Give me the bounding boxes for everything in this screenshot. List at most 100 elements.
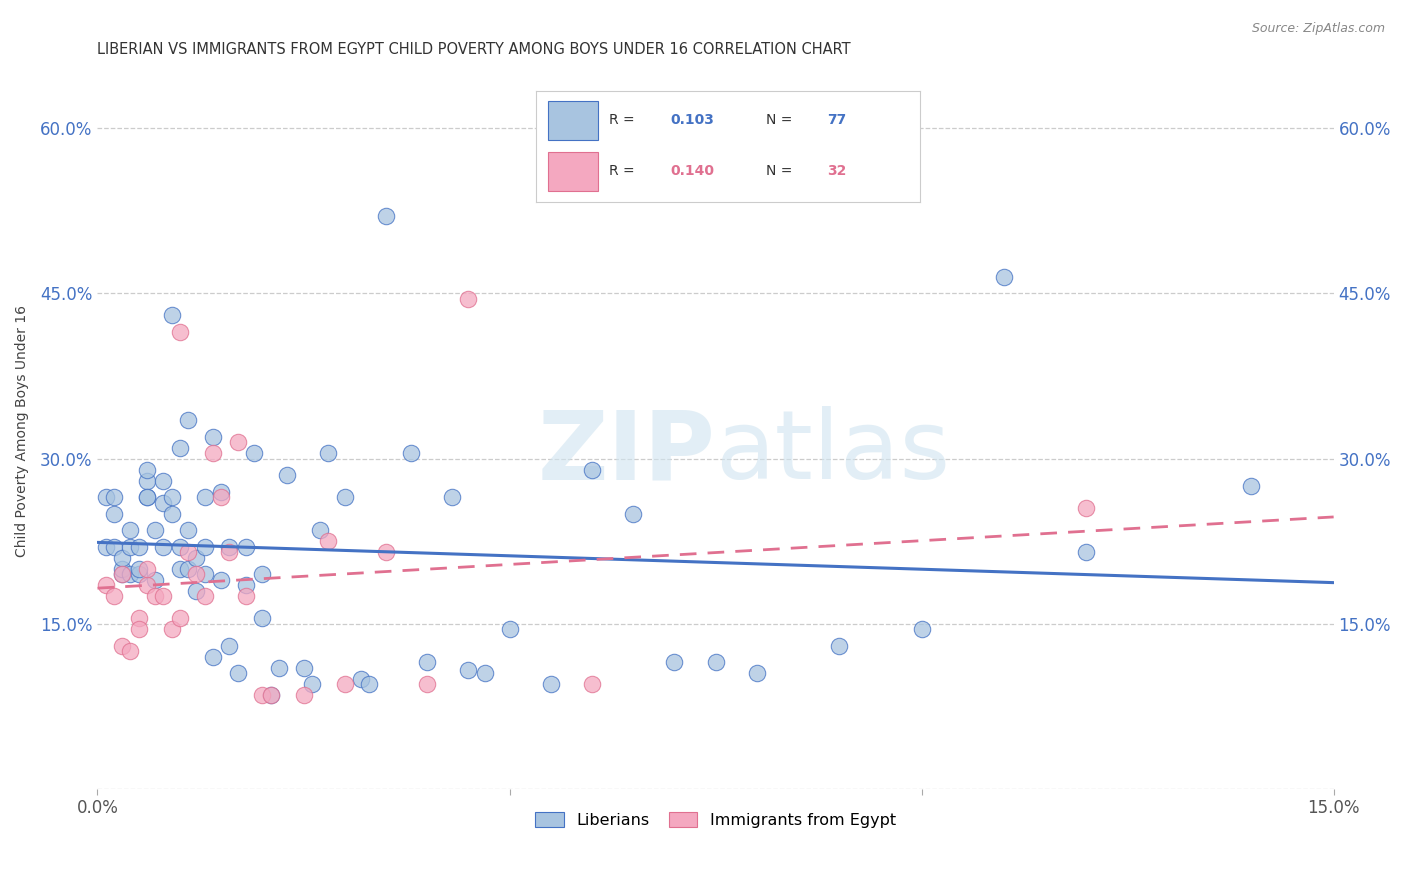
Point: [259, 688, 281, 702]
Point: [350, 672, 373, 686]
Point: [103, 507, 125, 521]
Point: [120, 523, 142, 537]
Point: [664, 655, 686, 669]
Point: [359, 677, 381, 691]
Point: [1076, 501, 1098, 516]
Point: [128, 562, 150, 576]
Point: [243, 446, 266, 460]
Point: [186, 567, 208, 582]
Point: [120, 540, 142, 554]
Point: [828, 639, 851, 653]
Point: [94, 540, 117, 554]
Point: [186, 550, 208, 565]
Point: [209, 573, 232, 587]
Point: [704, 655, 727, 669]
Text: atlas: atlas: [716, 406, 950, 499]
Point: [292, 661, 315, 675]
Point: [235, 589, 257, 603]
Point: [209, 490, 232, 504]
Point: [103, 589, 125, 603]
Point: [457, 292, 479, 306]
Point: [135, 562, 157, 576]
Point: [111, 639, 134, 653]
Y-axis label: Child Poverty Among Boys Under 16: Child Poverty Among Boys Under 16: [15, 305, 30, 557]
Point: [1076, 545, 1098, 559]
Point: [169, 325, 191, 339]
Point: [440, 490, 463, 504]
Point: [128, 540, 150, 554]
Point: [910, 622, 932, 636]
Point: [309, 523, 332, 537]
Point: [135, 578, 157, 592]
Point: [152, 589, 174, 603]
Point: [235, 540, 257, 554]
Point: [416, 677, 439, 691]
Point: [316, 534, 339, 549]
Point: [581, 677, 603, 691]
Point: [259, 688, 281, 702]
Point: [111, 550, 134, 565]
Point: [135, 490, 157, 504]
Point: [103, 540, 125, 554]
Point: [135, 474, 157, 488]
Point: [177, 545, 200, 559]
Point: [218, 545, 240, 559]
Point: [226, 435, 249, 450]
Point: [169, 540, 191, 554]
Point: [374, 210, 396, 224]
Text: LIBERIAN VS IMMIGRANTS FROM EGYPT CHILD POVERTY AMONG BOYS UNDER 16 CORRELATION : LIBERIAN VS IMMIGRANTS FROM EGYPT CHILD …: [97, 42, 851, 57]
Point: [94, 578, 117, 592]
Point: [111, 567, 134, 582]
Point: [252, 688, 274, 702]
Point: [128, 611, 150, 625]
Point: [226, 666, 249, 681]
Point: [111, 567, 134, 582]
Text: ZIP: ZIP: [537, 406, 716, 499]
Text: Source: ZipAtlas.com: Source: ZipAtlas.com: [1251, 22, 1385, 36]
Point: [169, 562, 191, 576]
Point: [194, 589, 217, 603]
Point: [292, 688, 315, 702]
Point: [745, 666, 768, 681]
Point: [177, 523, 200, 537]
Point: [276, 468, 298, 483]
Point: [235, 578, 257, 592]
Point: [120, 644, 142, 658]
Point: [160, 622, 183, 636]
Point: [143, 573, 166, 587]
Point: [169, 441, 191, 455]
Point: [152, 474, 174, 488]
Point: [218, 540, 240, 554]
Point: [374, 545, 396, 559]
Point: [316, 446, 339, 460]
Point: [177, 413, 200, 427]
Point: [581, 462, 603, 476]
Point: [621, 507, 644, 521]
Point: [201, 429, 224, 443]
Point: [177, 562, 200, 576]
Point: [416, 655, 439, 669]
Point: [128, 567, 150, 582]
Point: [194, 567, 217, 582]
Point: [333, 677, 356, 691]
Point: [267, 661, 290, 675]
Point: [135, 490, 157, 504]
Point: [103, 490, 125, 504]
Point: [186, 583, 208, 598]
Point: [120, 567, 142, 582]
Point: [201, 446, 224, 460]
Point: [1240, 479, 1263, 493]
Point: [143, 523, 166, 537]
Point: [194, 490, 217, 504]
Point: [194, 540, 217, 554]
Point: [301, 677, 323, 691]
Point: [474, 666, 496, 681]
Point: [135, 462, 157, 476]
Point: [160, 507, 183, 521]
Point: [209, 484, 232, 499]
Point: [201, 649, 224, 664]
Point: [252, 567, 274, 582]
Point: [993, 269, 1015, 284]
Point: [498, 622, 520, 636]
Point: [152, 540, 174, 554]
